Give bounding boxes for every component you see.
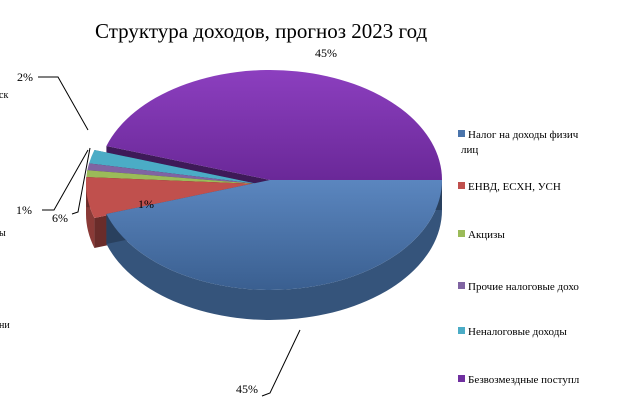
legend-label: Налог на доходы физич — [468, 129, 579, 141]
legend-item-1: Налог на доходы физич лиц — [458, 129, 579, 156]
legend-label: ЕНВД, ЕСХН, УСН — [468, 181, 561, 193]
data-label-1: 45% — [236, 382, 258, 396]
leader-line — [71, 147, 91, 215]
legend-swatch — [458, 182, 465, 189]
slice-top — [106, 70, 443, 180]
slice-top — [86, 170, 258, 184]
data-label-5: 2% — [17, 70, 33, 84]
clipped-labels: ск ы ни — [0, 90, 10, 331]
leader-line — [42, 149, 89, 211]
leader-line — [261, 329, 301, 397]
slice-side — [106, 180, 443, 320]
slice-top — [106, 180, 443, 290]
pie-data-labels: 45% 6% 1% 1% 2% 45% — [16, 46, 337, 397]
legend-swatch — [458, 230, 465, 237]
clipped-label: ск — [0, 90, 8, 101]
data-label-6: 45% — [315, 46, 337, 60]
legend-item-6: Безвозмездные поступл — [458, 374, 580, 386]
data-label-4: 1% — [16, 203, 32, 217]
clipped-label: ни — [0, 320, 10, 331]
legend-swatch — [458, 130, 465, 137]
clipped-label: ы — [0, 228, 6, 239]
chart-legend: Налог на доходы физич лиц ЕНВД, ЕСХН, УСН А… — [458, 129, 580, 386]
slice-side — [86, 184, 95, 248]
data-label-3: 1% — [138, 197, 154, 211]
legend-label: Безвозмездные поступл — [468, 374, 580, 386]
chart-title: Структура доходов, прогноз 2023 год — [95, 19, 428, 43]
legend-label: Акцизы — [468, 229, 505, 241]
legend-label: Неналоговые доходы — [468, 326, 567, 338]
legend-label: лиц — [461, 144, 478, 156]
legend-item-2: ЕНВД, ЕСХН, УСН — [458, 181, 561, 193]
slice-top — [87, 163, 259, 184]
slice-top — [89, 150, 258, 184]
pie-slices — [86, 70, 443, 320]
slice-top — [86, 177, 258, 218]
legend-item-5: Неналоговые доходы — [458, 326, 567, 338]
legend-item-3: Акцизы — [458, 229, 505, 241]
slice-1 — [106, 180, 443, 320]
leader-line — [38, 76, 89, 131]
legend-swatch — [458, 327, 465, 334]
legend-swatch — [458, 375, 465, 382]
legend-label: Прочие налоговые дохо — [468, 281, 579, 293]
legend-swatch — [458, 282, 465, 289]
data-label-2: 6% — [52, 211, 68, 225]
legend-item-4: Прочие налоговые дохо — [458, 281, 579, 293]
